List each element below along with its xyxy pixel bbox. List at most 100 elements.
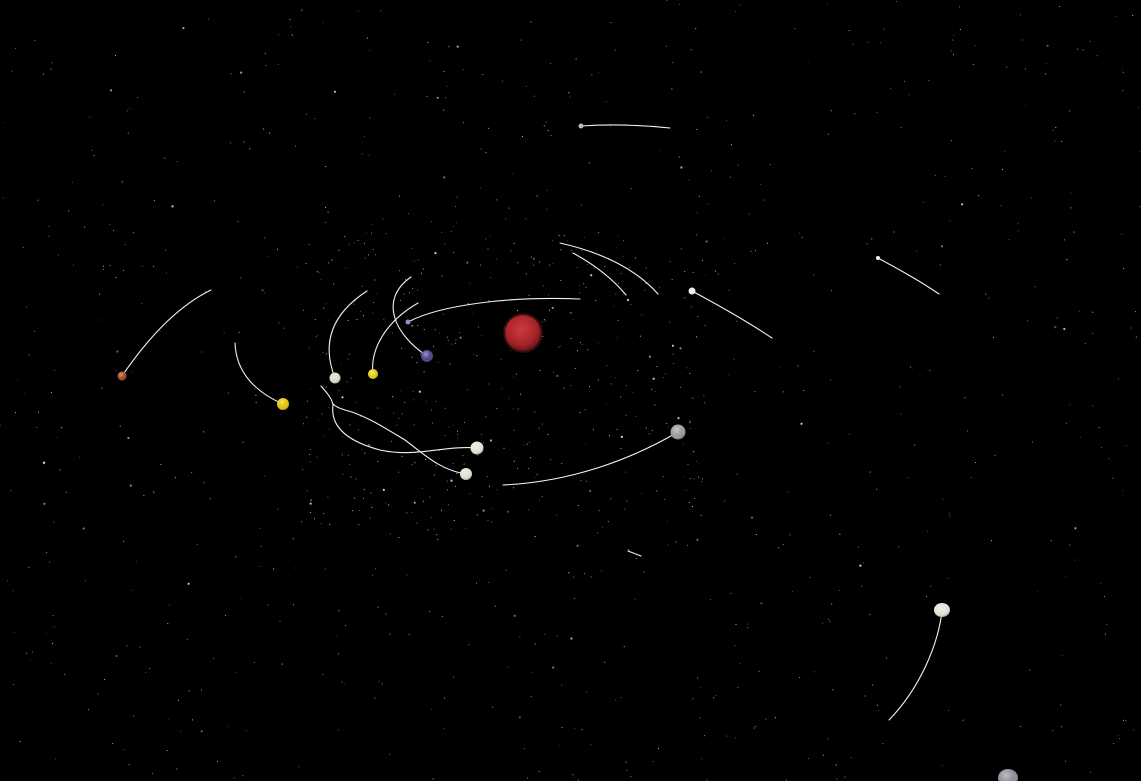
background-star (586, 263, 588, 265)
background-star (620, 696, 622, 699)
background-star (559, 345, 562, 347)
background-star (577, 505, 579, 507)
background-star (1115, 15, 1117, 17)
white-planet-lower-b[interactable] (460, 468, 472, 480)
background-star (406, 512, 408, 514)
background-star (1046, 44, 1049, 47)
background-star (321, 413, 323, 415)
background-star (34, 39, 36, 41)
background-star (799, 232, 801, 234)
background-star (487, 248, 489, 250)
background-star (534, 536, 536, 538)
background-star (1001, 394, 1003, 396)
background-star (629, 266, 631, 268)
background-star (322, 22, 324, 24)
background-star (455, 205, 457, 208)
background-star (1037, 591, 1039, 593)
blue-planet[interactable] (421, 350, 433, 362)
background-star (706, 203, 708, 205)
background-star (151, 772, 154, 774)
background-star (696, 337, 698, 339)
background-star (310, 499, 313, 502)
background-star (630, 303, 632, 305)
background-star (43, 73, 45, 75)
background-star (734, 644, 736, 646)
background-star (541, 321, 543, 323)
background-star (227, 725, 229, 727)
background-star (560, 249, 562, 251)
white-planet-left[interactable] (329, 372, 341, 384)
background-star (1054, 326, 1057, 329)
far-right-comet[interactable] (876, 256, 880, 260)
background-star (361, 285, 363, 287)
top-comet[interactable] (578, 123, 584, 129)
background-star (609, 375, 611, 377)
background-star (480, 148, 482, 150)
background-star (372, 574, 374, 576)
white-dwarf-right[interactable] (688, 287, 696, 295)
background-star (583, 572, 585, 574)
background-star (277, 508, 279, 510)
white-planet-lower-a[interactable] (470, 441, 484, 455)
orange-planet[interactable] (117, 371, 127, 381)
background-star (446, 336, 448, 338)
background-star (1078, 310, 1080, 312)
background-star (747, 627, 749, 629)
background-star (316, 271, 318, 273)
background-star (37, 199, 39, 201)
background-star (548, 309, 551, 311)
background-star (821, 622, 823, 624)
background-star (724, 238, 726, 240)
background-star (369, 49, 371, 52)
background-star (673, 363, 675, 365)
background-star (187, 582, 190, 585)
background-star (767, 242, 769, 244)
background-star (526, 443, 528, 445)
background-star (1008, 239, 1010, 241)
background-star (589, 489, 592, 492)
background-star (176, 768, 178, 770)
background-star (101, 387, 103, 389)
yellow-planet-small[interactable] (368, 369, 378, 379)
background-star (550, 135, 552, 137)
grey-planet-corner[interactable] (998, 769, 1018, 781)
background-star (545, 320, 547, 322)
background-star (399, 299, 401, 301)
background-star (667, 426, 669, 428)
background-star (259, 527, 261, 529)
background-star (563, 235, 565, 237)
background-star (760, 183, 762, 185)
background-star (452, 251, 455, 253)
background-star (306, 490, 308, 492)
background-star (556, 514, 558, 516)
background-star (570, 385, 572, 387)
background-star (450, 230, 452, 233)
background-star (392, 396, 394, 398)
background-star (212, 657, 215, 660)
background-star (407, 213, 410, 215)
orbit-trail-white-planet-lower-b (332, 403, 467, 475)
background-star (1108, 458, 1110, 460)
background-star (715, 694, 717, 696)
background-star (448, 46, 450, 48)
background-star (327, 211, 329, 213)
background-star (803, 389, 805, 392)
background-star (517, 408, 519, 410)
background-star (495, 605, 497, 607)
small-blue-moon[interactable] (405, 319, 411, 325)
background-star (451, 343, 453, 345)
background-star (443, 176, 446, 179)
background-star (520, 39, 522, 41)
yellow-planet-large[interactable] (277, 398, 289, 410)
background-star (45, 633, 47, 635)
grey-planet[interactable] (670, 424, 686, 440)
background-star (344, 236, 346, 238)
white-planet-bottom-right[interactable] (934, 603, 950, 617)
background-star (1064, 239, 1066, 241)
background-star (684, 270, 686, 272)
orbit-trail-white-planet-left (328, 290, 368, 379)
background-star (698, 195, 700, 197)
background-star (572, 319, 574, 321)
background-star (429, 60, 431, 62)
central-red-star[interactable] (505, 315, 541, 351)
